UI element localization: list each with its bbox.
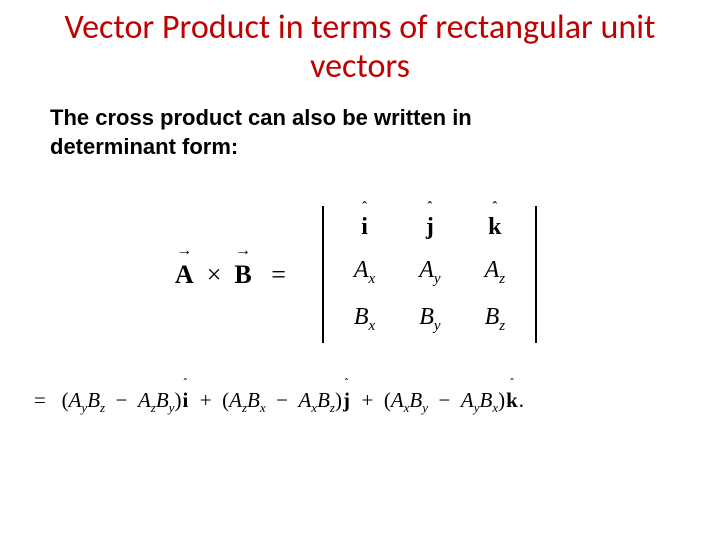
- vector-B: →B: [234, 260, 251, 290]
- matrix-row-B: Bx By Bz: [332, 296, 527, 343]
- vector-A: →A: [175, 260, 194, 290]
- times-symbol: ×: [207, 260, 222, 289]
- equals-symbol: =: [271, 260, 286, 289]
- determinant-equation: →A × →B = ˆi ˆj ˆk Ax Ay Az Bx By Bz: [0, 206, 720, 343]
- j-hat-icon: ˆj: [426, 214, 434, 241]
- matrix-row-A: Ax Ay Az: [332, 249, 527, 296]
- det-bar-left: [322, 206, 324, 343]
- matrix-row-units: ˆi ˆj ˆk: [332, 206, 527, 249]
- determinant: ˆi ˆj ˆk Ax Ay Az Bx By Bz: [314, 206, 545, 343]
- subheading: The cross product can also be written in…: [0, 86, 720, 161]
- i-hat-icon: ˆi: [181, 388, 189, 413]
- slide-title: Vector Product in terms of rectangular u…: [0, 0, 720, 86]
- det-bar-right: [535, 206, 537, 343]
- matrix: ˆi ˆj ˆk Ax Ay Az Bx By Bz: [332, 206, 527, 343]
- expansion-line: = (AyBz − AzBy)ˆi + (AzBx − AxBz)ˆj + (A…: [0, 343, 720, 416]
- subheading-line1: The cross product can also be written in: [50, 105, 472, 130]
- lhs: →A × →B =: [175, 260, 314, 290]
- k-hat-icon: ˆk: [488, 214, 501, 241]
- k-hat-icon: ˆk: [505, 388, 519, 413]
- subheading-line2: determinant form:: [50, 134, 238, 159]
- j-hat-icon: ˆj: [342, 388, 351, 413]
- i-hat-icon: ˆi: [361, 214, 368, 241]
